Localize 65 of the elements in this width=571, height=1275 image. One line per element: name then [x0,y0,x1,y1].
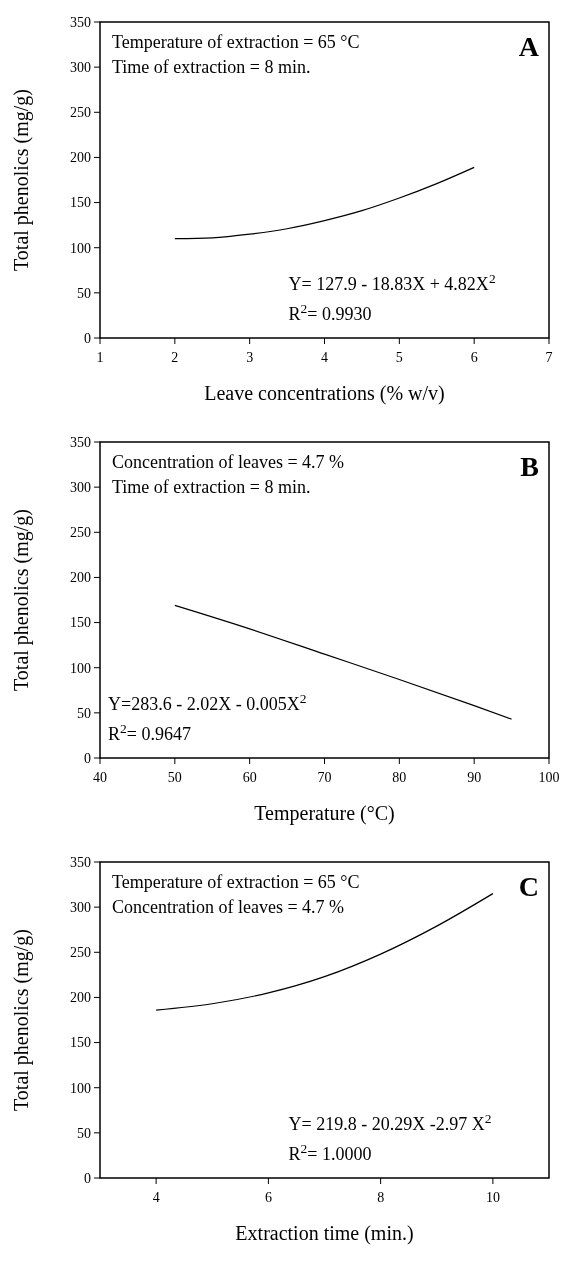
y-axis-title: Total phenolics (mg/g) [10,89,33,271]
y-tick-label: 100 [70,240,91,256]
x-axis-title: Leave concentrations (% w/v) [204,382,445,405]
x-tick-label: 4 [152,1190,160,1205]
y-tick-label: 0 [84,330,91,346]
y-tick-label: 200 [70,990,91,1006]
annotation: Y= 219.8 - 20.29X -2.97 X$^{2}$ [288,1110,492,1134]
x-axis-title: Extraction time (min.) [235,1222,414,1245]
x-tick-label: 80 [392,770,407,785]
x-tick-label: 40 [93,770,107,785]
y-tick-label: 150 [70,615,91,631]
y-tick-label: 200 [70,150,91,166]
y-tick-label: 50 [77,1125,91,1141]
y-tick-label: 0 [84,1170,91,1186]
line-series [174,166,475,240]
x-tick-label: 4 [321,350,328,365]
y-tick-label: 100 [70,660,91,676]
annotation: Temperature of extraction = 65 °C [112,32,360,52]
x-tick-label: 6 [470,350,478,365]
y-axis-title: Total phenolics (mg/g) [10,929,33,1111]
x-tick-label: 70 [317,770,332,785]
x-tick-label: 100 [538,770,560,785]
annotation: Time of extraction = 8 min. [112,57,311,77]
line-series [174,604,513,720]
x-tick-label: 50 [167,770,182,785]
annotation: R$^{2}$= 1.0000 [288,1140,372,1164]
y-tick-label: 300 [70,60,91,76]
y-tick-label: 250 [70,525,91,541]
y-tick-label: 300 [70,900,91,916]
y-tick-label: 100 [70,1080,91,1096]
x-tick-label: 7 [545,350,553,365]
y-tick-label: 150 [70,195,91,211]
y-tick-label: 350 [70,14,91,30]
x-tick-label: 90 [467,770,482,785]
annotation: R$^{2}$= 0.9647 [108,720,191,744]
y-tick-label: 350 [70,434,91,450]
x-tick-label: 3 [246,350,254,365]
annotation: R$^{2}$= 0.9930 [288,300,372,324]
annotation: Y= 127.9 - 18.83X + 4.82X$^{2}$ [288,270,496,294]
y-tick-label: 200 [70,570,91,586]
x-tick-label: 2 [171,350,179,365]
annotation: A [518,31,540,62]
annotation: B [520,451,539,482]
x-tick-label: 1 [96,350,104,365]
annotation: Time of extraction = 8 min. [112,477,311,497]
y-tick-label: 50 [77,285,91,301]
x-tick-label: 6 [264,1190,272,1205]
x-tick-label: 60 [242,770,257,785]
y-tick-label: 250 [70,945,91,961]
y-tick-label: 150 [70,1035,91,1051]
annotation: Y=283.6 - 2.02X - 0.005X$^{2}$ [108,690,307,714]
y-tick-label: 0 [84,750,91,766]
x-tick-label: 8 [377,1190,385,1205]
x-tick-label: 5 [395,350,403,365]
y-tick-label: 300 [70,480,91,496]
annotation: Concentration of leaves = 4.7 % [112,452,345,472]
x-axis-title: Temperature (°C) [254,802,395,825]
y-tick-label: 350 [70,854,91,870]
y-axis-title: Total phenolics (mg/g) [10,509,33,691]
y-tick-label: 250 [70,105,91,121]
x-tick-label: 10 [485,1190,500,1205]
y-tick-label: 50 [77,705,91,721]
annotation: Concentration of leaves = 4.7 % [112,897,345,917]
annotation: Temperature of extraction = 65 °C [112,872,360,892]
annotation: C [518,871,539,902]
